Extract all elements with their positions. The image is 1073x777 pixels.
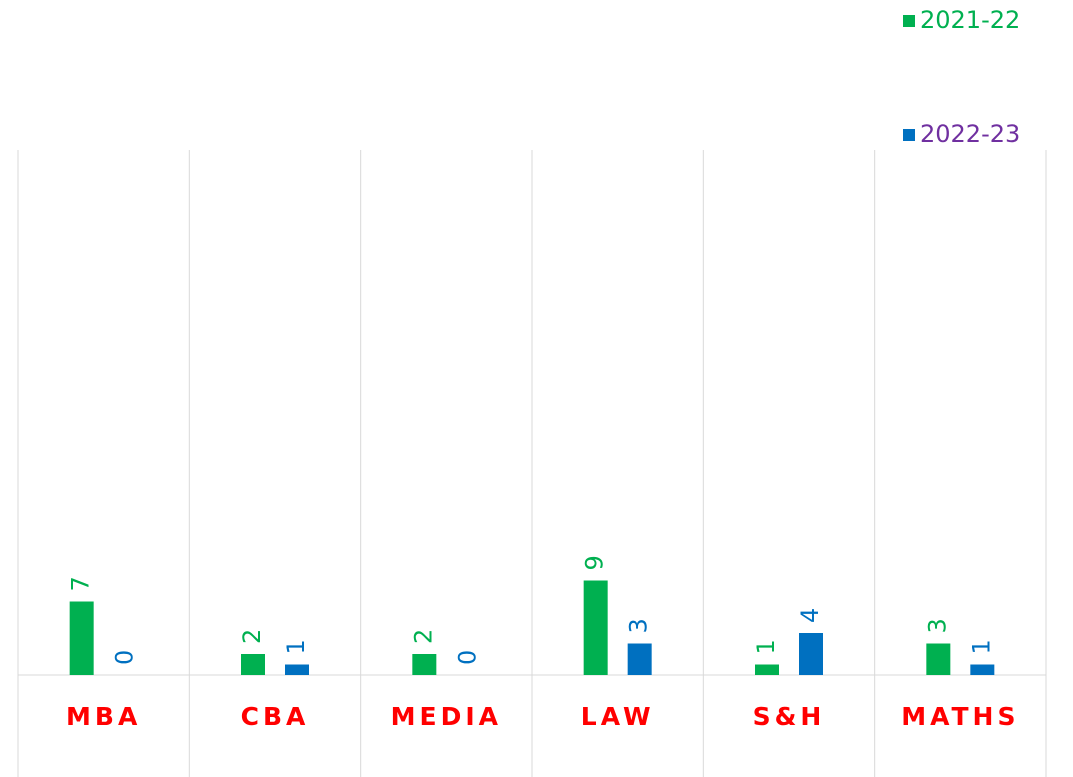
bar — [412, 654, 437, 675]
data-label: 2 — [238, 629, 266, 644]
bar — [970, 664, 995, 675]
data-label: 2 — [409, 629, 437, 644]
bar — [926, 643, 951, 675]
bar — [627, 643, 652, 675]
bar — [69, 601, 94, 675]
data-label: 3 — [923, 618, 951, 633]
x-tick-label: S&H — [753, 702, 826, 731]
data-label: 0 — [453, 650, 481, 665]
x-tick-label: MEDIA — [391, 702, 502, 731]
bar — [583, 580, 608, 675]
data-label: 7 — [67, 576, 95, 591]
data-label: 4 — [796, 608, 824, 623]
bar — [241, 654, 265, 675]
data-label: 0 — [111, 650, 139, 665]
data-label: 9 — [581, 555, 609, 570]
x-tick-label: CBA — [241, 702, 310, 731]
x-tick-label: MBA — [66, 702, 141, 731]
data-label: 3 — [625, 618, 653, 633]
bar — [799, 633, 823, 675]
bar — [755, 664, 779, 675]
legend-marker — [903, 129, 915, 141]
bar — [285, 664, 309, 675]
data-label: 1 — [967, 639, 995, 654]
legend-marker — [903, 15, 915, 27]
legend-label: 2021-22 — [920, 6, 1020, 34]
data-label: 1 — [752, 639, 780, 654]
x-tick-label: LAW — [581, 702, 655, 731]
x-tick-label: MATHS — [901, 702, 1019, 731]
legend-label: 2022-23 — [920, 120, 1020, 148]
data-label: 1 — [282, 639, 310, 654]
